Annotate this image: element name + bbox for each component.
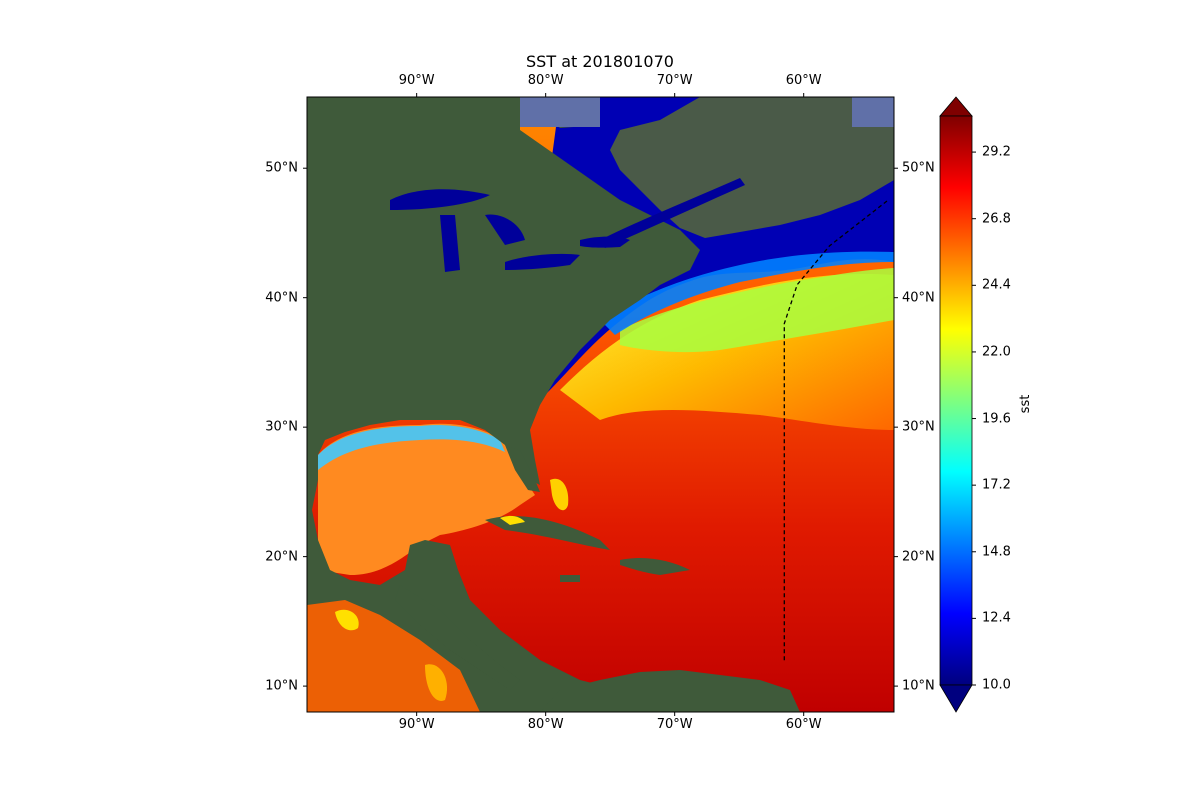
- x-tick-label-top: 80°W: [527, 73, 564, 88]
- y-tick-label-right: 50°N: [902, 160, 935, 176]
- bahamas-shelf: [550, 478, 569, 511]
- x-tick-label-bottom: 90°W: [398, 717, 435, 732]
- colorbar-tick-label: 29.2: [982, 144, 1011, 160]
- lake-superior: [390, 189, 490, 210]
- lake-erie: [505, 253, 580, 270]
- cuba-shelf: [500, 515, 525, 525]
- colorbar-tick-label: 22.0: [982, 344, 1011, 360]
- storm-track: [783, 200, 888, 661]
- colorbar-gradient: [939, 115, 973, 686]
- lake-michigan: [440, 215, 460, 272]
- st-lawrence: [600, 178, 745, 248]
- y-tick-label-right: 40°N: [902, 290, 935, 306]
- gulf-of-mexico: [318, 423, 535, 575]
- lake-huron: [485, 214, 525, 245]
- hudson-strait: [520, 97, 600, 127]
- x-tick-label-top: 60°W: [785, 73, 822, 88]
- y-tick-label-right: 20°N: [902, 549, 935, 565]
- colorbar-min-arrow: [939, 684, 973, 713]
- colorbar-tick-label: 17.2: [982, 477, 1011, 493]
- north-america-land: [307, 97, 700, 712]
- florida-land: [505, 445, 540, 492]
- y-tick-label-right: 10°N: [902, 678, 935, 694]
- x-tick-label-top: 90°W: [398, 73, 435, 88]
- central-america-land: [395, 585, 520, 690]
- y-tick-label-right: 30°N: [902, 419, 935, 435]
- gulf-stream-front: [620, 268, 894, 353]
- map-frame: [306, 96, 895, 713]
- gulf-coastal-cold-band: [318, 425, 505, 470]
- hispaniola-land: [620, 558, 690, 575]
- y-tick-label-left: 10°N: [265, 678, 298, 694]
- jamaica-land: [560, 575, 580, 582]
- map-title: SST at 201801070: [526, 52, 674, 71]
- y-tick-label-left: 40°N: [265, 290, 298, 306]
- y-tick-label-left: 20°N: [265, 549, 298, 565]
- colorbar-tick-label: 26.8: [982, 211, 1011, 227]
- cuba-land: [485, 516, 610, 550]
- colorbar-tick-label: 19.6: [982, 411, 1011, 427]
- x-tick-label-top: 70°W: [656, 73, 693, 88]
- y-tick-label-left: 30°N: [265, 419, 298, 435]
- pacific-warm-spot: [335, 609, 359, 631]
- colorbar-tick-label: 14.8: [982, 544, 1011, 560]
- x-tick-label-bottom: 60°W: [785, 717, 822, 732]
- pacific-warm-spot-2: [425, 664, 448, 701]
- colorbar-label: sst: [1017, 394, 1033, 414]
- y-tick-label-left: 50°N: [265, 160, 298, 176]
- colorbar-tick-label: 24.4: [982, 277, 1011, 293]
- x-tick-label-bottom: 70°W: [656, 717, 693, 732]
- cold-front-gradient: [600, 251, 894, 335]
- north-edge-water: [852, 97, 894, 127]
- x-tick-label-bottom: 80°W: [527, 717, 564, 732]
- colorbar-max-arrow: [939, 96, 973, 117]
- colorbar-tick-label: 10.0: [982, 677, 1011, 693]
- colorbar: [939, 96, 976, 713]
- map-area: [307, 97, 894, 712]
- colorbar-tick-label: 12.4: [982, 610, 1011, 626]
- south-america-land: [540, 670, 800, 712]
- canada-east-land: [610, 97, 894, 238]
